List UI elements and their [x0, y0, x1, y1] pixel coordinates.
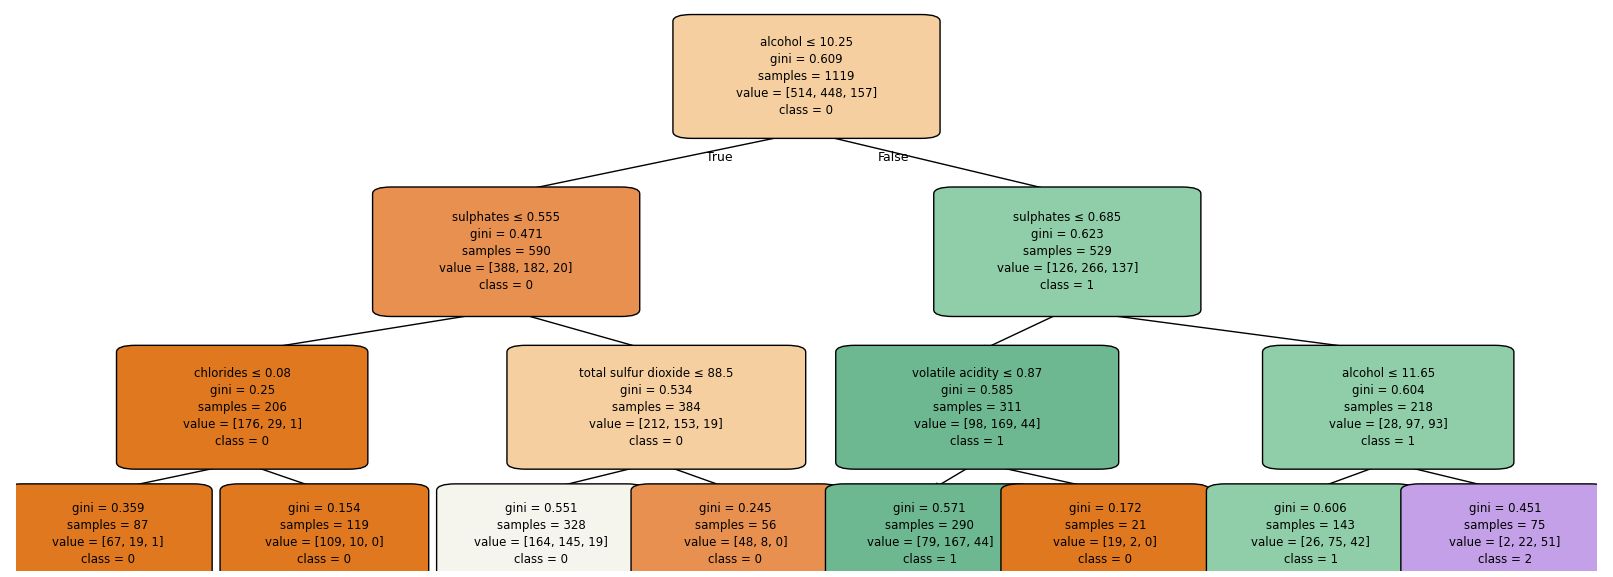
FancyBboxPatch shape [836, 345, 1119, 469]
Text: gini = 0.245
samples = 56
value = [48, 8, 0]
class = 0: gini = 0.245 samples = 56 value = [48, 8… [684, 503, 787, 567]
FancyBboxPatch shape [826, 484, 1034, 577]
Text: gini = 0.359
samples = 87
value = [67, 19, 1]
class = 0: gini = 0.359 samples = 87 value = [67, 1… [52, 503, 163, 567]
Text: True: True [706, 151, 732, 164]
FancyBboxPatch shape [116, 345, 368, 469]
FancyBboxPatch shape [219, 484, 429, 577]
Text: False: False [877, 151, 910, 164]
FancyBboxPatch shape [1207, 484, 1415, 577]
Text: gini = 0.451
samples = 75
value = [2, 22, 51]
class = 2: gini = 0.451 samples = 75 value = [2, 22… [1450, 503, 1561, 567]
Text: gini = 0.606
samples = 143
value = [26, 75, 42]
class = 1: gini = 0.606 samples = 143 value = [26, … [1252, 503, 1369, 567]
FancyBboxPatch shape [631, 484, 840, 577]
Text: volatile acidity ≤ 0.87
gini = 0.585
samples = 311
value = [98, 169, 44]
class =: volatile acidity ≤ 0.87 gini = 0.585 sam… [911, 367, 1042, 448]
Text: alcohol ≤ 11.65
gini = 0.604
samples = 218
value = [28, 97, 93]
class = 1: alcohol ≤ 11.65 gini = 0.604 samples = 2… [1329, 367, 1447, 448]
Text: gini = 0.154
samples = 119
value = [109, 10, 0]
class = 0: gini = 0.154 samples = 119 value = [109,… [265, 503, 384, 567]
FancyBboxPatch shape [3, 484, 213, 577]
FancyBboxPatch shape [437, 484, 645, 577]
FancyBboxPatch shape [506, 345, 806, 469]
FancyBboxPatch shape [1263, 345, 1515, 469]
FancyBboxPatch shape [373, 187, 640, 317]
Text: total sulfur dioxide ≤ 88.5
gini = 0.534
samples = 384
value = [212, 153, 19]
cl: total sulfur dioxide ≤ 88.5 gini = 0.534… [579, 367, 734, 448]
FancyBboxPatch shape [934, 187, 1202, 317]
Text: chlorides ≤ 0.08
gini = 0.25
samples = 206
value = [176, 29, 1]
class = 0: chlorides ≤ 0.08 gini = 0.25 samples = 2… [182, 367, 302, 448]
FancyBboxPatch shape [1400, 484, 1610, 577]
Text: gini = 0.551
samples = 328
value = [164, 145, 19]
class = 0: gini = 0.551 samples = 328 value = [164,… [474, 503, 608, 567]
FancyBboxPatch shape [673, 14, 940, 138]
Text: gini = 0.571
samples = 290
value = [79, 167, 44]
class = 1: gini = 0.571 samples = 290 value = [79, … [866, 503, 994, 567]
Text: sulphates ≤ 0.555
gini = 0.471
samples = 590
value = [388, 182, 20]
class = 0: sulphates ≤ 0.555 gini = 0.471 samples =… [439, 211, 573, 292]
Text: sulphates ≤ 0.685
gini = 0.623
samples = 529
value = [126, 266, 137]
class = 1: sulphates ≤ 0.685 gini = 0.623 samples =… [997, 211, 1139, 292]
Text: alcohol ≤ 10.25
gini = 0.609
samples = 1119
value = [514, 448, 157]
class = 0: alcohol ≤ 10.25 gini = 0.609 samples = 1… [736, 36, 877, 117]
Text: gini = 0.172
samples = 21
value = [19, 2, 0]
class = 0: gini = 0.172 samples = 21 value = [19, 2… [1053, 503, 1157, 567]
FancyBboxPatch shape [1002, 484, 1210, 577]
